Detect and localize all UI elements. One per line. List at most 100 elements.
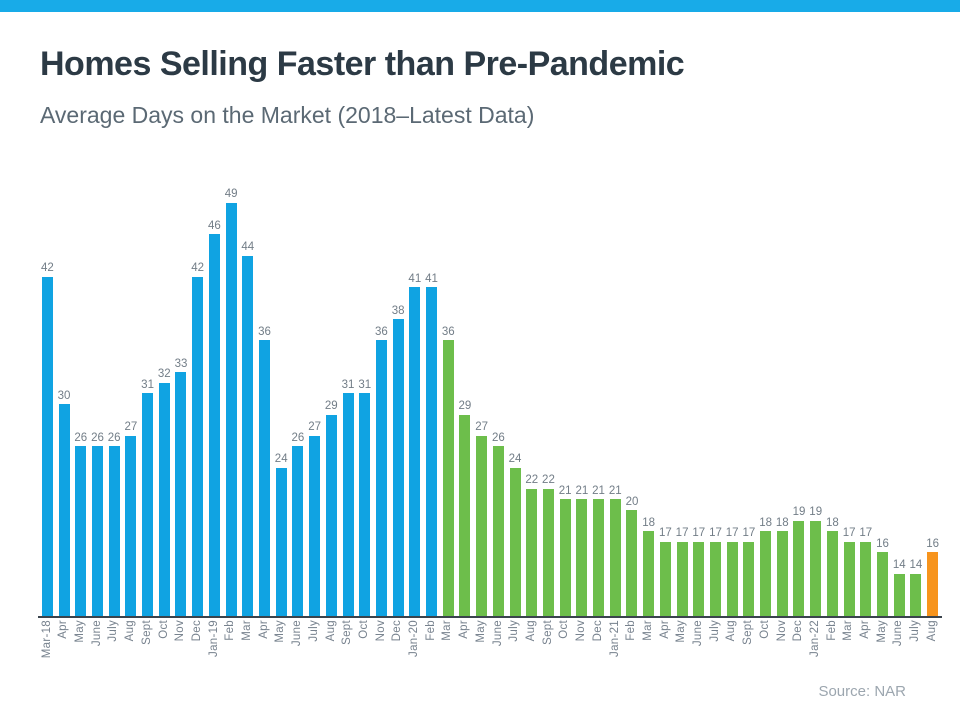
x-axis-label-cell: Aug — [724, 620, 741, 684]
bar-value-label: 27 — [308, 421, 321, 434]
bar-value-label: 27 — [124, 421, 138, 434]
bar-value-label: 42 — [40, 262, 54, 275]
bar-slot: 30 — [56, 389, 73, 616]
x-axis-label: Mar — [441, 620, 454, 641]
bar-slot: 41 — [406, 272, 423, 616]
x-axis-label-cell: Sept — [540, 620, 557, 684]
bar-value-label: 18 — [826, 516, 839, 529]
x-axis-label-cell: June — [690, 620, 707, 684]
bar-June — [492, 446, 504, 616]
bar-value-label: 30 — [57, 389, 71, 402]
x-axis-label: Sept — [341, 620, 354, 645]
bar-value-label: 44 — [241, 241, 255, 254]
x-axis-label-cell: Oct — [757, 620, 774, 684]
bar-slot: 27 — [123, 422, 140, 616]
x-axis-label: June — [291, 620, 304, 647]
bar-slot: 21 — [574, 485, 591, 616]
x-axis-label: Apr — [658, 620, 671, 639]
bar-Sept — [743, 541, 755, 616]
x-axis-label-cell: Sept — [139, 620, 156, 684]
bar-slot: 27 — [473, 422, 490, 616]
bar-slot: 31 — [139, 378, 156, 616]
bar-value-label: 17 — [725, 527, 739, 540]
bar-value-label: 41 — [408, 272, 422, 285]
bar-June — [292, 446, 304, 616]
bar-July — [309, 435, 321, 616]
bar-Dec — [793, 520, 805, 616]
bar-slot: 21 — [557, 485, 574, 616]
bar-slot: 42 — [189, 263, 206, 616]
bar-slot: 41 — [423, 273, 440, 616]
x-axis-label-cell: June — [891, 620, 908, 684]
bar-Jan-19 — [208, 234, 220, 616]
x-axis-label: Feb — [424, 620, 437, 641]
bar-value-label: 18 — [642, 516, 656, 529]
bar-slot: 16 — [924, 537, 941, 616]
bar-value-label: 29 — [458, 400, 472, 413]
bar-value-label: 17 — [692, 527, 706, 540]
bar-value-label: 32 — [157, 368, 171, 381]
bar-Mar — [643, 531, 655, 616]
bar-slot: 36 — [440, 326, 457, 616]
x-axis-label: July — [307, 620, 320, 642]
bar-slot: 38 — [390, 305, 407, 616]
x-axis-label: Nov — [775, 620, 788, 642]
bar-Nov — [375, 340, 387, 616]
bar-Dec — [192, 276, 204, 616]
bar-value-label: 42 — [191, 262, 205, 275]
bar-slot: 27 — [306, 422, 323, 616]
bar-slot: 26 — [72, 432, 89, 616]
x-axis-label-cell: Apr — [56, 620, 73, 684]
bar-value-label: 16 — [926, 537, 940, 550]
bar-July — [910, 573, 922, 616]
x-axis-label-cell: Apr — [657, 620, 674, 684]
bar-value-label: 22 — [542, 474, 555, 487]
bar-Apr — [258, 340, 270, 616]
x-axis-label: Aug — [925, 620, 938, 642]
x-axis-label-cell: Aug — [323, 620, 340, 684]
bar-slot: 19 — [791, 507, 808, 616]
bar-value-label: 18 — [775, 516, 789, 529]
x-axis-label: July — [508, 620, 521, 642]
bar-value-label: 31 — [358, 378, 372, 391]
bar-value-label: 19 — [792, 506, 806, 519]
bar-July — [709, 541, 721, 616]
bar-Nov — [776, 531, 788, 616]
bar-Nov — [576, 499, 588, 616]
x-axis-label: July — [708, 620, 721, 642]
bar-value-label: 17 — [742, 527, 756, 540]
x-axis-label: May — [274, 620, 287, 643]
bar-slot: 46 — [206, 220, 223, 616]
x-axis-label: Sept — [742, 620, 755, 645]
bar-slot: 17 — [690, 528, 707, 616]
bar-value-label: 21 — [592, 484, 605, 497]
bar-slot: 24 — [273, 454, 290, 616]
x-axis-label-cell: Dec — [791, 620, 808, 684]
bar-value-label: 17 — [859, 527, 873, 540]
bar-slot: 14 — [891, 560, 908, 616]
bar-slot: 33 — [173, 358, 190, 616]
x-axis-label-cell: May — [473, 620, 490, 684]
x-axis-label-cell: May — [874, 620, 891, 684]
bar-slot: 42 — [39, 263, 56, 616]
x-axis-label: Jan-20 — [408, 620, 421, 657]
bar-Nov — [175, 372, 187, 616]
bar-value-label: 26 — [91, 431, 104, 444]
x-axis-label: May — [675, 620, 688, 643]
bar-slot: 17 — [657, 528, 674, 616]
bar-Sept — [542, 488, 554, 616]
bar-slot: 31 — [340, 379, 357, 616]
bar-value-label: 29 — [324, 400, 338, 413]
x-axis-label: July — [909, 620, 922, 642]
bar-June — [893, 573, 905, 616]
x-axis-label-cell: May — [273, 620, 290, 684]
bar-slot: 49 — [223, 189, 240, 616]
bar-value-label: 31 — [141, 378, 154, 391]
source-credit: Source: NAR — [818, 683, 906, 700]
bar-slot: 17 — [857, 528, 874, 616]
x-axis-labels: Mar-18 Apr May June July Aug Sept Oct Nov Dec Jan-… — [39, 620, 941, 684]
bar-Mar-18 — [41, 276, 53, 616]
x-axis-label-cell: June — [490, 620, 507, 684]
bar-Apr — [659, 541, 671, 616]
bar-slot: 22 — [523, 475, 540, 616]
